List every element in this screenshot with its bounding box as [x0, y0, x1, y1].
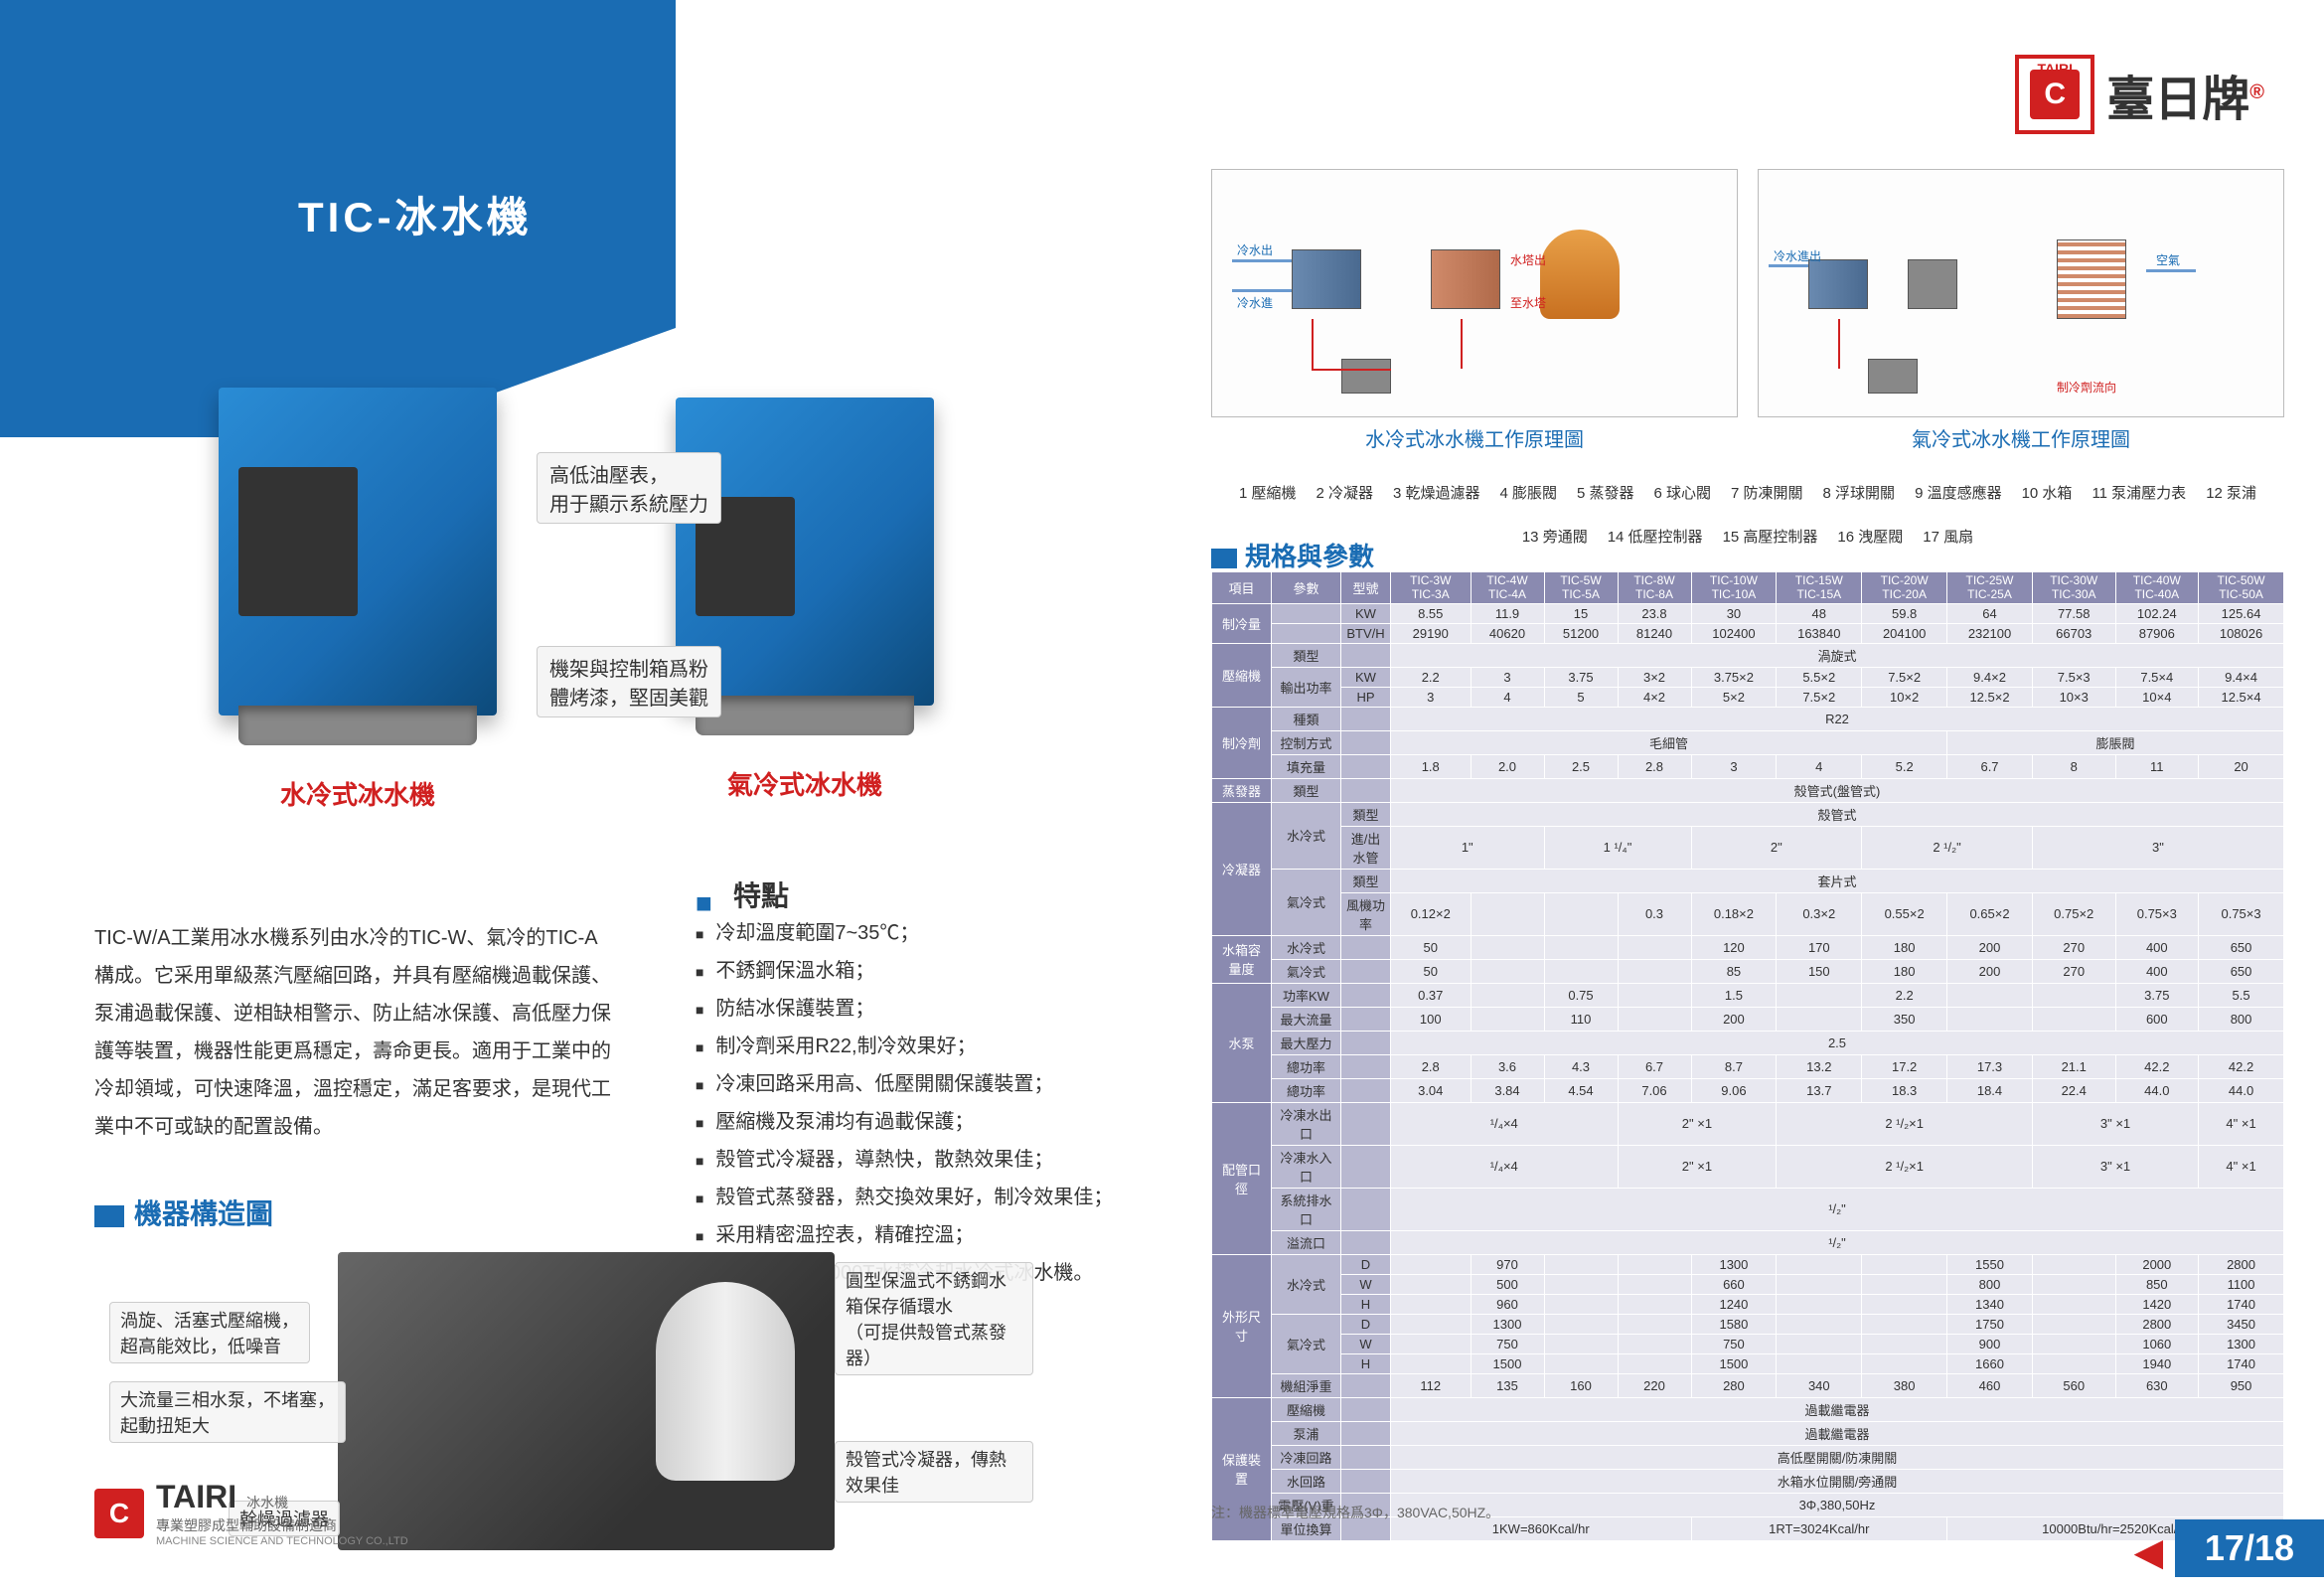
diagram-image: [338, 1252, 835, 1550]
schematic-water-caption: 水冷式冰水機工作原理圖: [1211, 423, 1738, 452]
schematic-water-wrap: 冷水出 冷水進 水塔出 至水塔 水冷式冰水機工作原理圖: [1211, 169, 1738, 447]
feature-item: 壓縮機及泵浦均有過載保護；: [696, 1103, 1113, 1141]
brand-top-right: TAIRI C 臺日牌®: [2015, 55, 2264, 134]
sch-label: 水塔出: [1510, 251, 1546, 268]
sch-pipe-cold: [1232, 259, 1292, 262]
spec-table: 項目參數型號TIC-3W TIC-3ATIC-4W TIC-4ATIC-5W T…: [1211, 571, 2284, 1541]
callout-gauge: 高低油壓表， 用于顯示系統壓力: [537, 452, 721, 524]
registered-icon: ®: [2249, 81, 2264, 103]
legend-item: 13 旁通閥: [1522, 526, 1588, 550]
legend-item: 14 低壓控制器: [1608, 526, 1703, 550]
legend-item: 17 風扇: [1923, 526, 1973, 550]
sch-evaporator: [1808, 259, 1868, 309]
sch-evaporator: [1292, 249, 1361, 309]
brand-name-text: 臺日牌: [2106, 74, 2249, 126]
legend-item: 7 防凍開關: [1731, 482, 1803, 506]
features-list: 冷却溫度範圍7~35℃；不銹鋼保溫水箱；防結冰保護裝置；制冷劑采用R22,制冷效…: [696, 914, 1113, 1292]
footer-tagline: 專業塑膠成型輔助設備制造商: [156, 1515, 408, 1535]
schematic-air-wrap: 冷水進出 空氣 制冷劑流向 氣冷式冰水機工作原理圖: [1758, 169, 2284, 447]
footer-company: MACHINE SCIENCE AND TECHNOLOGY CO.,LTD: [156, 1535, 408, 1547]
left-page: TIC-冰水機 水冷式冰水機 氣冷式冰水機 高低油壓表， 用于顯示系統壓力 機架…: [0, 0, 1162, 1577]
brand-logo-icon: C: [2030, 70, 2080, 119]
product-air-label: 氣冷式冰水機: [676, 765, 934, 802]
diagram-callout-pump: 大流量三相水泵，不堵塞， 起動扭矩大: [109, 1381, 346, 1443]
schematic-air: 冷水進出 空氣 制冷劑流向: [1758, 169, 2284, 417]
feature-item: 不銹鋼保溫水箱；: [696, 952, 1113, 990]
sch-label: 冷水進: [1237, 294, 1273, 311]
legend-item: 6 球心閥: [1654, 482, 1712, 506]
legend-item: 5 蒸發器: [1577, 482, 1634, 506]
note-text: 注：機器標準電壓規格爲3Φ，380VAC,50HZ。: [1211, 1503, 1499, 1522]
sch-pipe-cold: [1769, 264, 1808, 267]
right-page: TAIRI C 臺日牌® 冷水出 冷水進 水塔出 至水塔 水冷式冰水機工作原理圖: [1162, 0, 2324, 1577]
sch-label: 至水塔: [1510, 294, 1546, 311]
brand-logo-top-text: TAIRI: [2037, 61, 2073, 77]
diagram-callout-tank: 圓型保溫式不銹鋼水箱保存循環水 （可提供殼管式蒸發器）: [835, 1262, 1033, 1375]
diagram-tank-cylinder: [656, 1282, 795, 1481]
schematic-air-caption: 氣冷式冰水機工作原理圖: [1758, 423, 2284, 452]
sch-compressor: [1341, 359, 1391, 394]
footer-text-block: TAIRI 冰水機 專業塑膠成型輔助設備制造商 MACHINE SCIENCE …: [156, 1479, 408, 1547]
sch-tank: [1908, 259, 1957, 309]
legend-item: 3 乾燥過濾器: [1393, 482, 1480, 506]
sch-label: 冷水進出: [1774, 247, 1821, 264]
feature-item: 制冷劑采用R22,制冷效果好；: [696, 1028, 1113, 1065]
sch-label: 冷水出: [1237, 241, 1273, 258]
product-water-label: 水冷式冰水機: [219, 775, 497, 812]
legend-item: 1 壓縮機: [1239, 482, 1297, 506]
feature-item: 冷却溫度範圍7~35℃；: [696, 914, 1113, 952]
product-area: 水冷式冰水機 氣冷式冰水機: [199, 378, 994, 855]
legend-item: 10 水箱: [2022, 482, 2073, 506]
product-water-image: [219, 388, 497, 716]
sch-cooling-tower: [1540, 230, 1620, 319]
legend-item: 15 高壓控制器: [1723, 526, 1818, 550]
feature-item: 殼管式冷凝器，導熱快，散熱效果佳；: [696, 1141, 1113, 1179]
sch-air-condenser: [2057, 239, 2126, 319]
sch-pipe: [1461, 319, 1463, 369]
page-number: 17/18: [2175, 1519, 2324, 1577]
footer-brand: TAIRI: [156, 1479, 236, 1515]
legend-item: 2 冷凝器: [1316, 482, 1373, 506]
schematic-row: 冷水出 冷水進 水塔出 至水塔 水冷式冰水機工作原理圖 冷水進出 空氣 制冷劑流…: [1211, 169, 2284, 447]
features-heading: 特點: [696, 874, 789, 914]
sch-pipe: [1312, 369, 1391, 371]
schematic-water: 冷水出 冷水進 水塔出 至水塔: [1211, 169, 1738, 417]
product-water: 水冷式冰水機: [219, 388, 497, 812]
sch-pipe: [1312, 319, 1314, 369]
feature-item: 冷凍回路采用高、低壓開關保護裝置；: [696, 1065, 1113, 1103]
footer-product: 冰水機: [246, 1493, 288, 1512]
sch-pipe: [1838, 319, 1840, 369]
legend-item: 16 洩壓閥: [1837, 526, 1903, 550]
legend-item: 12 泵浦: [2206, 482, 2256, 506]
legend-item: 8 浮球開關: [1823, 482, 1896, 506]
diagram-heading: 機器構造圖: [94, 1192, 273, 1232]
diagram-callout-compressor: 渦旋、活塞式壓縮機， 超高能效比，低噪音: [109, 1302, 310, 1363]
feature-item: 殼管式蒸發器，熱交換效果好，制冷效果佳；: [696, 1179, 1113, 1216]
feature-item: 采用精密溫控表，精確控溫；: [696, 1216, 1113, 1254]
sch-label: 空氣: [2156, 251, 2180, 268]
product-water-panel: [238, 467, 358, 616]
legend-item: 9 溫度感應器: [1915, 482, 2002, 506]
legend-item: 4 膨脹閥: [1499, 482, 1557, 506]
callout-frame: 機架與控制箱爲粉 體烤漆，堅固美觀: [537, 646, 721, 717]
page-title: TIC-冰水機: [298, 184, 533, 244]
sch-condenser: [1431, 249, 1500, 309]
sch-pipe-air: [2146, 269, 2196, 272]
brand-logo: TAIRI C: [2015, 55, 2094, 134]
legend-item: 11 泵浦壓力表: [2092, 482, 2186, 506]
sch-compressor: [1868, 359, 1918, 394]
spec-heading: 規格與參數: [1211, 537, 1374, 573]
footer-logo-icon: C: [94, 1489, 144, 1538]
sch-pipe-cold: [1232, 289, 1292, 292]
footer-left: C TAIRI 冰水機 專業塑膠成型輔助設備制造商 MACHINE SCIENC…: [94, 1479, 408, 1547]
sch-label: 制冷劑流向: [2057, 379, 2116, 396]
diagram-callout-condenser: 殼管式冷凝器，傳熱效果佳: [835, 1441, 1033, 1503]
description-text: TIC-W/A工業用冰水機系列由水冷的TIC-W、氣冷的TIC-A構成。它采用單…: [94, 919, 611, 1146]
feature-item: 防結冰保護裝置；: [696, 990, 1113, 1028]
brand-name: 臺日牌®: [2106, 60, 2264, 129]
